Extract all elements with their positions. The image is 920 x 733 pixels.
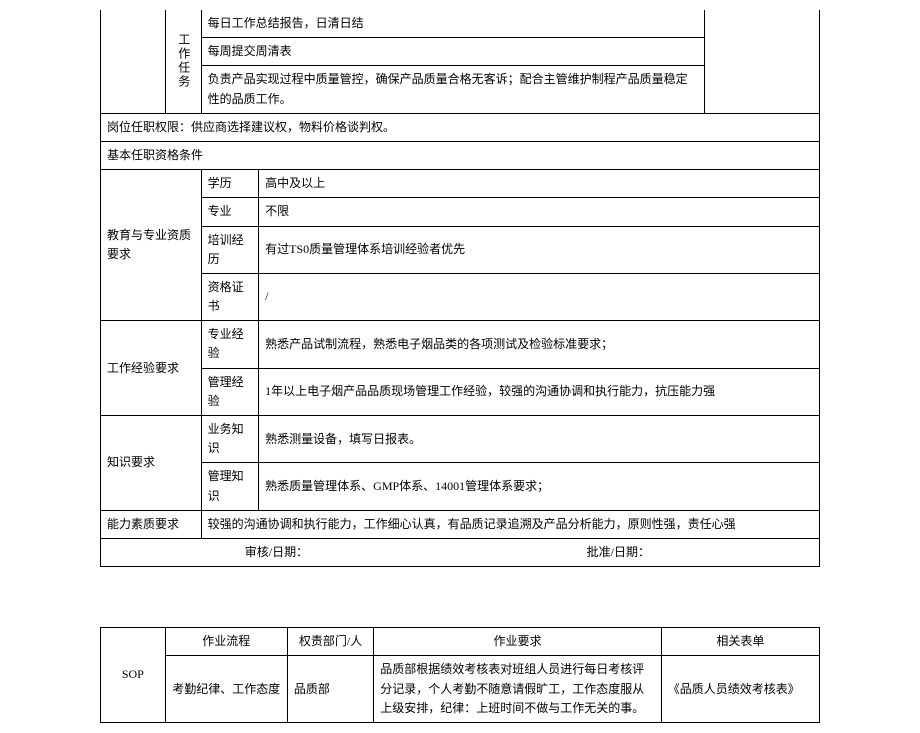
col-process: 作业流程 (165, 628, 287, 656)
table-row: 资格证书 / (101, 273, 820, 320)
review-label: 审核/日期： (107, 543, 446, 562)
table-main: 工作任务 每日工作总结报告，日清日结 每周提交周清表 负责产品实现过程中质量管控… (100, 10, 820, 567)
table-row: 工作任务 每日工作总结报告，日清日结 (101, 10, 820, 38)
col-dept: 权责部门/人 (287, 628, 373, 656)
task-right-blank (704, 10, 819, 113)
major-label: 专业 (201, 198, 259, 226)
exp-group: 工作经验要求 (101, 321, 202, 416)
major-value: 不限 (259, 198, 820, 226)
prof-exp-value: 熟悉产品试制流程，熟悉电子烟品类的各项测试及检验标准要求； (259, 321, 820, 368)
dept-value: 品质部 (287, 656, 373, 723)
table-row: 能力素质要求 较强的沟通协调和执行能力，工作细心认真，有品质记录追溯及产品分析能… (101, 510, 820, 538)
col-form: 相关表单 (661, 628, 819, 656)
task3-cell: 负责产品实现过程中质量管控，确保产品质量合格无客诉；配合主管维护制程产品质量稳定… (201, 66, 704, 113)
mgmt-exp-label: 管理经验 (201, 368, 259, 415)
edu-label: 学历 (201, 170, 259, 198)
table-row: 基本任职资格条件 (101, 141, 820, 169)
sop-label: SOP (101, 628, 166, 723)
table-row: 管理知识 熟悉质量管理体系、GMP体系、14001管理体系要求； (101, 463, 820, 510)
col-req: 作业要求 (374, 628, 662, 656)
table-row: 管理经验 1年以上电子烟产品品质现场管理工作经验，较强的沟通协调和执行能力，抗压… (101, 368, 820, 415)
table-row: SOP 作业流程 权责部门/人 作业要求 相关表单 (101, 628, 820, 656)
mgmt-know-label: 管理知识 (201, 463, 259, 510)
process-value: 考勤纪律、工作态度 (165, 656, 287, 723)
req-value: 品质部根据绩效考核表对班组人员进行每日考核评分记录，个人考勤不随意请假旷工，工作… (374, 656, 662, 723)
work-task-blank (101, 10, 166, 113)
biz-know-label: 业务知识 (201, 416, 259, 463)
table-sop: SOP 作业流程 权责部门/人 作业要求 相关表单 考勤纪律、工作态度 品质部 … (100, 627, 820, 723)
cert-value: / (259, 273, 820, 320)
table-row: 考勤纪律、工作态度 品质部 品质部根据绩效考核表对班组人员进行每日考核评分记录，… (101, 656, 820, 723)
work-task-label: 工作任务 (165, 10, 201, 113)
mgmt-know-value: 熟悉质量管理体系、GMP体系、14001管理体系要求； (259, 463, 820, 510)
edu-group: 教育与专业资质要求 (101, 170, 202, 321)
ability-group: 能力素质要求 (101, 510, 202, 538)
biz-know-value: 熟悉测量设备，填写日报表。 (259, 416, 820, 463)
table-row: 工作经验要求 专业经验 熟悉产品试制流程，熟悉电子烟品类的各项测试及检验标准要求… (101, 321, 820, 368)
training-value: 有过TS0质量管理体系培训经验者优先 (259, 226, 820, 273)
task2-cell: 每周提交周清表 (201, 38, 704, 66)
task1-cell: 每日工作总结报告，日清日结 (201, 10, 704, 38)
form-value: 《品质人员绩效考核表》 (661, 656, 819, 723)
mgmt-exp-value: 1年以上电子烟产品品质现场管理工作经验，较强的沟通协调和执行能力，抗压能力强 (259, 368, 820, 415)
cert-label: 资格证书 (201, 273, 259, 320)
table-row: 知识要求 业务知识 熟悉测量设备，填写日报表。 (101, 416, 820, 463)
table-row: 审核/日期： 批准/日期： (101, 538, 820, 566)
edu-value: 高中及以上 (259, 170, 820, 198)
table-row: 专业 不限 (101, 198, 820, 226)
training-label: 培训经历 (201, 226, 259, 273)
signature-row: 审核/日期： 批准/日期： (101, 538, 820, 566)
approve-label: 批准/日期： (449, 543, 788, 562)
knowledge-group: 知识要求 (101, 416, 202, 511)
ability-value: 较强的沟通协调和执行能力，工作细心认真，有品质记录追溯及产品分析能力，原则性强，… (201, 510, 819, 538)
auth-row: 岗位任职权限：供应商选择建议权，物料价格谈判权。 (101, 113, 820, 141)
table-row: 岗位任职权限：供应商选择建议权，物料价格谈判权。 (101, 113, 820, 141)
prof-exp-label: 专业经验 (201, 321, 259, 368)
table-row: 培训经历 有过TS0质量管理体系培训经验者优先 (101, 226, 820, 273)
qual-header: 基本任职资格条件 (101, 141, 820, 169)
table-row: 教育与专业资质要求 学历 高中及以上 (101, 170, 820, 198)
